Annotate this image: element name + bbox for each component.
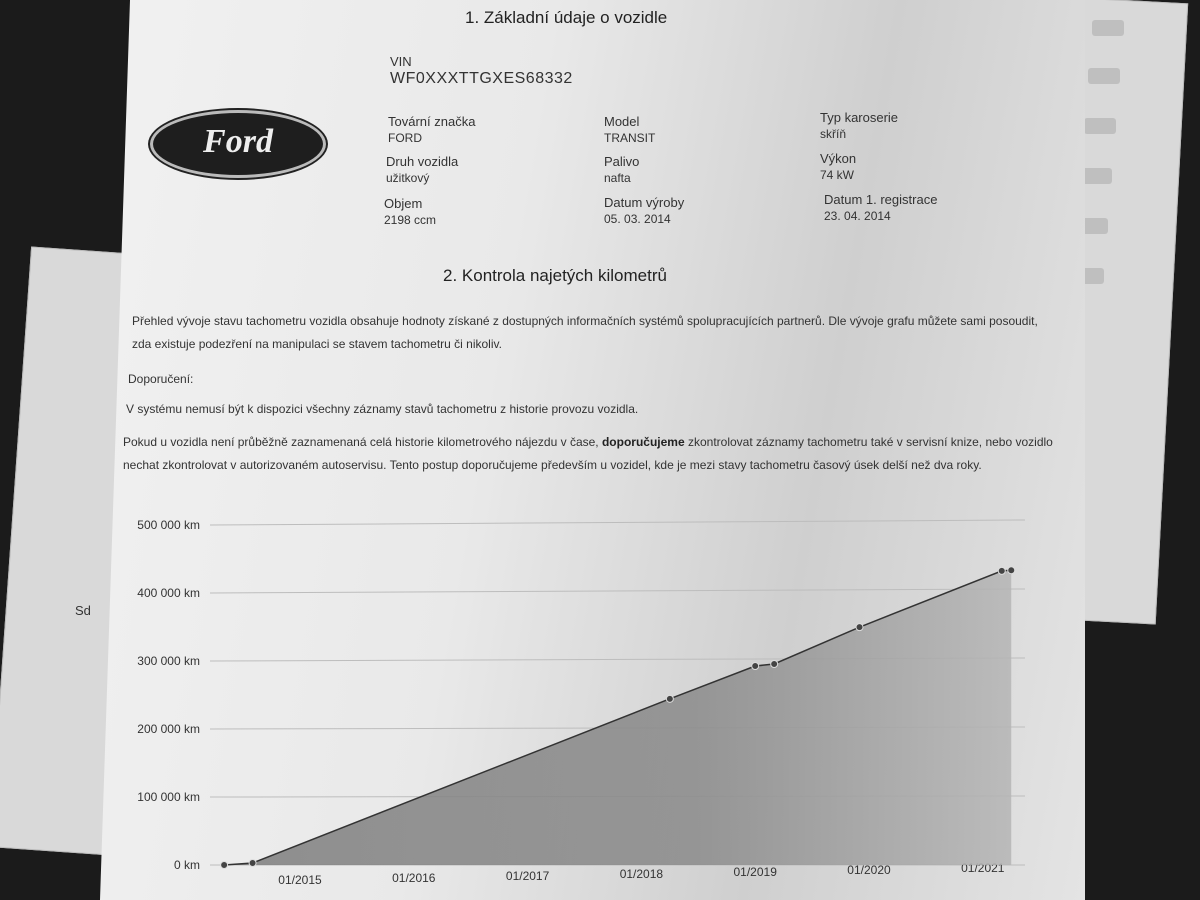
x-tick-label: 01/2015 [278, 873, 322, 887]
recommendation-heading: Doporučení: [128, 372, 194, 386]
area-fill [224, 570, 1012, 865]
field-label: Datum výroby [604, 195, 685, 210]
x-tick-label: 01/2016 [392, 871, 436, 885]
data-point [1007, 566, 1016, 575]
field-label: Objem [384, 196, 423, 211]
field-label: Model [604, 114, 640, 129]
gridline [209, 588, 1026, 594]
field-value: 2198 ccm [384, 213, 437, 227]
data-point [751, 662, 760, 671]
data-point [855, 623, 864, 632]
field-label: Datum 1. registrace [824, 192, 938, 207]
vin-value: WF0XXXTTGXES68332 [390, 70, 573, 87]
series-line [224, 569, 1012, 866]
advice-text: zkontrolovat záznamy tachometru také v s… [123, 435, 1053, 472]
y-tick-label: 500 000 km [137, 518, 200, 532]
section2-title: 2. Kontrola najetých kilometrů [443, 266, 667, 285]
field-value: skříň [820, 127, 847, 141]
vehicle-field: Palivo nafta [604, 154, 639, 185]
vehicle-field: Objem 2198 ccm [384, 196, 436, 227]
data-point [770, 660, 779, 668]
field-value: nafta [604, 171, 631, 185]
x-tick-label: 01/2020 [847, 863, 891, 877]
background-text: Sd [75, 603, 91, 618]
vehicle-field: Typ karoserie skříň [820, 110, 898, 141]
note-paragraph: V systému nemusí být k dispozici všechny… [126, 402, 639, 416]
data-point [665, 694, 674, 703]
vehicle-field: Datum výroby 05. 03. 2014 [604, 195, 684, 226]
field-label: Tovární značka [388, 114, 476, 129]
x-tick-label: 01/2019 [734, 865, 778, 879]
y-tick-label: 0 km [174, 858, 200, 872]
x-tick-label: 01/2017 [506, 869, 550, 883]
field-value: 74 kW [820, 168, 855, 182]
advice-text: Pokud u vozidla není průběžně zaznamenan… [123, 435, 602, 449]
field-value: 23. 04. 2014 [824, 209, 891, 223]
vin-label: VIN [390, 54, 412, 69]
field-value: FORD [388, 131, 422, 145]
field-label: Typ karoserie [820, 110, 899, 125]
x-tick-label: 01/2018 [620, 867, 664, 881]
y-tick-label: 300 000 km [137, 654, 200, 668]
data-point [220, 861, 229, 869]
field-value: 05. 03. 2014 [604, 212, 671, 226]
field-value: užitkový [386, 171, 430, 185]
data-point [248, 858, 257, 867]
ford-logo: Ford [150, 110, 326, 178]
y-tick-label: 400 000 km [137, 586, 200, 600]
field-label: Výkon [820, 151, 857, 166]
gridline [209, 519, 1026, 526]
intro-paragraph: Přehled vývoje stavu tachometru vozidla … [132, 314, 1038, 351]
vehicle-field: Výkon 74 kW [820, 151, 856, 182]
logo-text: Ford [203, 123, 273, 160]
field-label: Palivo [604, 154, 640, 169]
field-value: TRANSIT [604, 131, 656, 145]
section1-title: 1. Základní údaje o vozidle [465, 8, 668, 27]
vehicle-field: Tovární značka FORD [388, 114, 475, 145]
vehicle-field: Druh vozidla užitkový [386, 154, 458, 185]
advice-paragraph: Pokud u vozidla není průběžně zaznamenan… [123, 431, 1058, 477]
vehicle-field: Model TRANSIT [604, 114, 655, 145]
vehicle-field: Datum 1. registrace 23. 04. 2014 [824, 192, 937, 223]
y-tick-label: 200 000 km [137, 722, 200, 736]
data-point [997, 566, 1006, 575]
field-label: Druh vozidla [386, 154, 459, 169]
y-tick-label: 100 000 km [137, 790, 200, 804]
advice-bold: doporučujeme [601, 435, 685, 449]
